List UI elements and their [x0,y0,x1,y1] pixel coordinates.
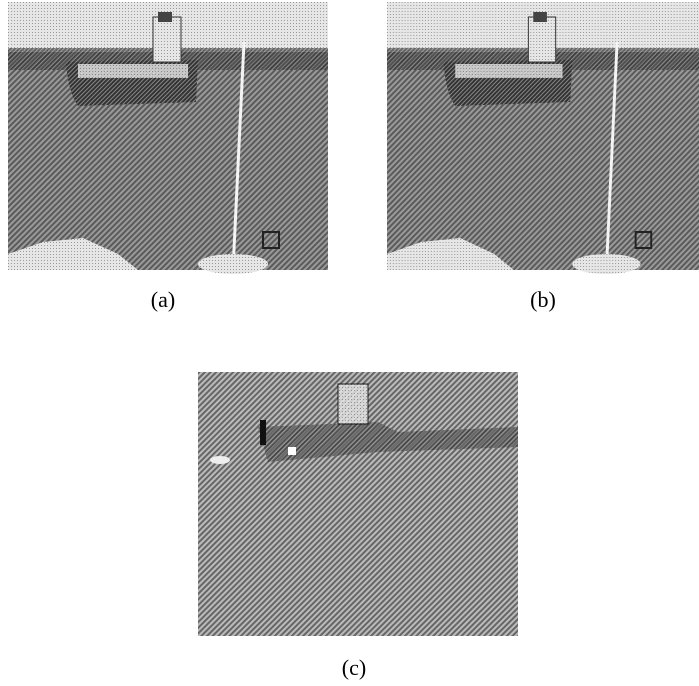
figure: (a) (b) (c) [0,0,699,686]
panel-c-image [198,372,518,636]
page: (a) (b) (c) (() => { const data = JSON.p… [0,0,699,686]
caption: (c) [342,655,366,680]
panel-b-image [387,2,699,274]
caption: (a) [151,287,175,312]
panel-a-image [8,2,328,274]
caption: (b) [530,287,556,312]
